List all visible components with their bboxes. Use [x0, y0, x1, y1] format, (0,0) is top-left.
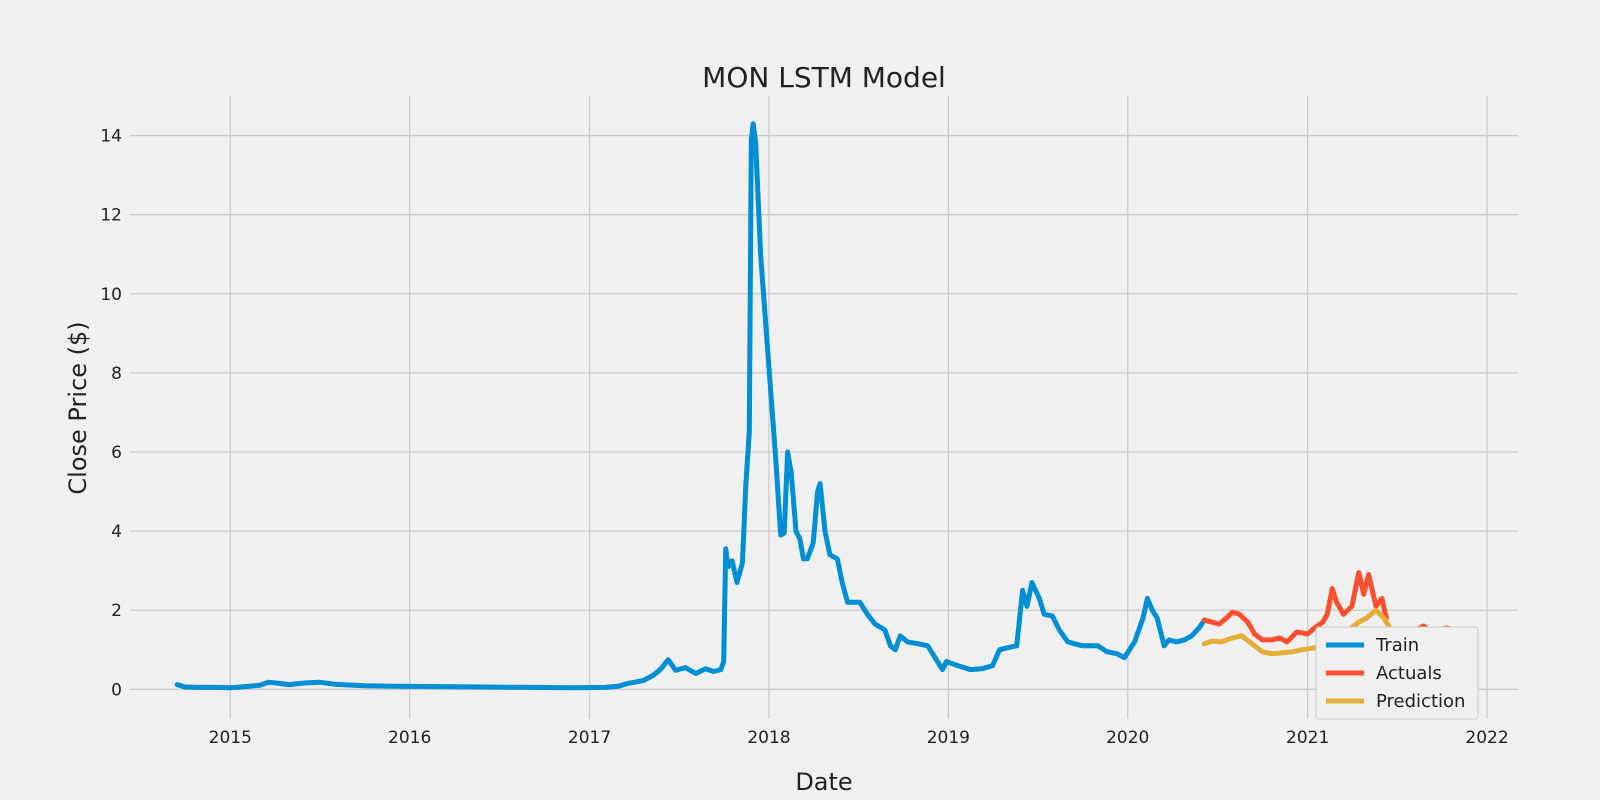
y-tick-label: 4 — [111, 522, 122, 542]
x-tick-label: 2020 — [1106, 728, 1149, 748]
plot-area — [130, 96, 1518, 719]
x-tick-label: 2019 — [927, 728, 970, 748]
legend-box — [1315, 626, 1479, 720]
x-tick-label: 2018 — [747, 728, 790, 748]
y-tick-label: 8 — [111, 364, 122, 384]
y-tick-label: 10 — [100, 285, 122, 305]
series-line-actuals — [1201, 570, 1389, 645]
y-tick-label: 14 — [100, 127, 122, 147]
y-tick-label: 12 — [100, 206, 122, 226]
chart-title: MON LSTM Model — [702, 61, 946, 94]
y-axis-title: Close Price ($) — [64, 321, 92, 494]
legend-label-actuals: Actuals — [1376, 663, 1442, 684]
x-tick-label: 2021 — [1286, 728, 1329, 748]
x-tick-label: 2016 — [388, 728, 431, 748]
legend-label-prediction: Prediction — [1376, 691, 1465, 712]
x-axis-title: Date — [795, 768, 852, 796]
legend-label-train: Train — [1375, 635, 1419, 656]
series-line-train — [174, 121, 1207, 691]
x-tick-label: 2017 — [568, 728, 611, 748]
y-tick-label: 0 — [111, 680, 122, 700]
x-tick-label: 2015 — [209, 728, 252, 748]
legend: Train Actuals Prediction — [1315, 626, 1479, 720]
y-tick-label: 2 — [111, 601, 122, 621]
tick-labels: 0 2 4 6 8 10 12 14 2015 2016 2017 2018 2019 2020 2021 2… — [100, 127, 1508, 748]
y-tick-label: 6 — [111, 443, 122, 463]
x-tick-label: 2022 — [1465, 728, 1508, 748]
